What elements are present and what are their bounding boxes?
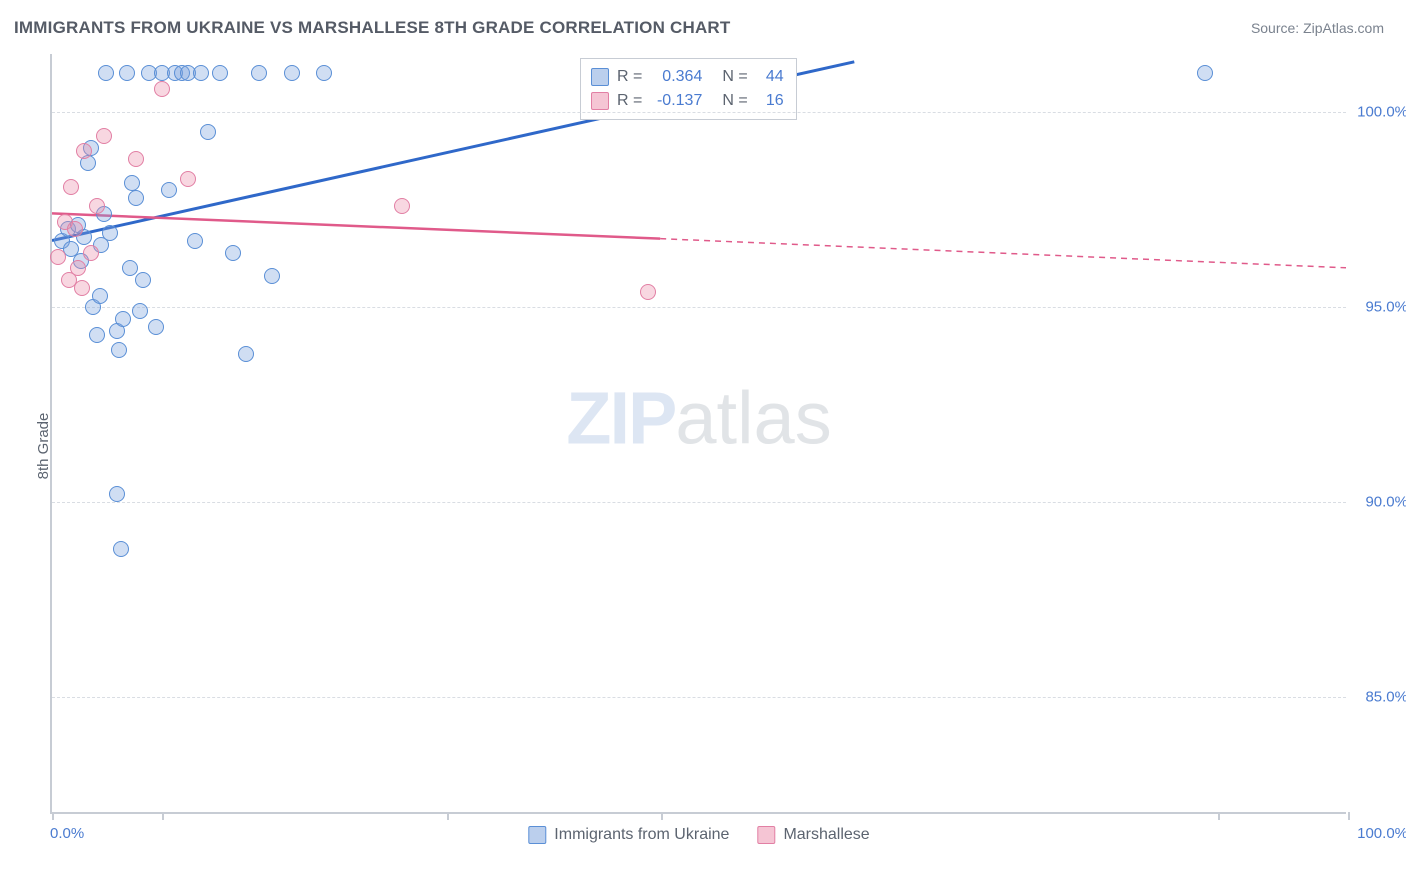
data-point-ukraine xyxy=(238,346,254,362)
data-point-marshallese xyxy=(89,198,105,214)
data-point-marshallese xyxy=(74,280,90,296)
trend-lines-svg xyxy=(52,54,1346,812)
r-label: R = xyxy=(617,68,642,86)
correlation-legend: R = 0.364 N = 44 R = -0.137 N = 16 xyxy=(580,58,797,120)
data-point-marshallese xyxy=(640,284,656,300)
x-tick xyxy=(1348,812,1350,820)
data-point-marshallese xyxy=(96,128,112,144)
y-tick-label: 90.0% xyxy=(1352,494,1406,511)
data-point-marshallese xyxy=(128,151,144,167)
data-point-marshallese xyxy=(394,198,410,214)
data-point-marshallese xyxy=(50,249,66,265)
data-point-ukraine xyxy=(132,303,148,319)
data-point-ukraine xyxy=(284,65,300,81)
data-point-marshallese xyxy=(70,260,86,276)
data-point-ukraine xyxy=(124,175,140,191)
source-prefix: Source: xyxy=(1251,20,1303,36)
swatch-ukraine xyxy=(591,68,609,86)
gridline xyxy=(52,307,1346,308)
gridline xyxy=(52,502,1346,503)
watermark: ZIPatlas xyxy=(566,375,831,460)
legend-label-ukraine: Immigrants from Ukraine xyxy=(554,826,729,844)
trend-line xyxy=(52,213,660,238)
legend-item-marshallese: Marshallese xyxy=(757,826,869,844)
watermark-atlas: atlas xyxy=(675,376,831,459)
data-point-ukraine xyxy=(109,486,125,502)
legend-label-marshallese: Marshallese xyxy=(783,826,869,844)
data-point-ukraine xyxy=(128,190,144,206)
data-point-ukraine xyxy=(135,272,151,288)
legend-swatch-ukraine xyxy=(528,826,546,844)
x-tick xyxy=(1218,812,1220,820)
chart-title: IMMIGRANTS FROM UKRAINE VS MARSHALLESE 8… xyxy=(14,18,731,38)
data-point-ukraine xyxy=(119,65,135,81)
legend-item-ukraine: Immigrants from Ukraine xyxy=(528,826,729,844)
data-point-ukraine xyxy=(316,65,332,81)
x-tick xyxy=(661,812,663,820)
data-point-ukraine xyxy=(89,327,105,343)
data-point-ukraine xyxy=(113,541,129,557)
data-point-ukraine xyxy=(115,311,131,327)
data-point-ukraine xyxy=(187,233,203,249)
data-point-marshallese xyxy=(76,143,92,159)
n-label-2: N = xyxy=(722,92,747,110)
y-tick-label: 85.0% xyxy=(1352,689,1406,706)
data-point-ukraine xyxy=(193,65,209,81)
x-tick-label-100: 100.0% xyxy=(1357,825,1406,842)
x-tick xyxy=(52,812,54,820)
data-point-ukraine xyxy=(92,288,108,304)
source-link[interactable]: ZipAtlas.com xyxy=(1303,20,1384,36)
gridline xyxy=(52,112,1346,113)
data-point-ukraine xyxy=(122,260,138,276)
data-point-ukraine xyxy=(225,245,241,261)
data-point-ukraine xyxy=(200,124,216,140)
data-point-ukraine xyxy=(1197,65,1213,81)
x-tick xyxy=(447,812,449,820)
x-tick xyxy=(162,812,164,820)
data-point-ukraine xyxy=(212,65,228,81)
trend-line xyxy=(660,239,1346,268)
y-tick-label: 100.0% xyxy=(1352,104,1406,121)
data-point-ukraine xyxy=(251,65,267,81)
legend-bottom: Immigrants from Ukraine Marshallese xyxy=(528,826,869,844)
n-value-marshallese: 16 xyxy=(756,92,784,110)
y-tick-label: 95.0% xyxy=(1352,299,1406,316)
n-value-ukraine: 44 xyxy=(756,68,784,86)
data-point-marshallese xyxy=(67,221,83,237)
r-value-marshallese: -0.137 xyxy=(650,92,702,110)
data-point-ukraine xyxy=(111,342,127,358)
data-point-ukraine xyxy=(148,319,164,335)
r-label-2: R = xyxy=(617,92,642,110)
swatch-marshallese xyxy=(591,92,609,110)
plot-area: ZIPatlas R = 0.364 N = 44 R = -0.137 N =… xyxy=(50,54,1346,814)
data-point-ukraine xyxy=(264,268,280,284)
data-point-marshallese xyxy=(180,171,196,187)
data-point-marshallese xyxy=(63,179,79,195)
data-point-ukraine xyxy=(98,65,114,81)
watermark-zip: ZIP xyxy=(566,376,675,459)
legend-swatch-marshallese xyxy=(757,826,775,844)
correlation-row-marshallese: R = -0.137 N = 16 xyxy=(591,89,784,113)
source-attribution: Source: ZipAtlas.com xyxy=(1251,20,1384,36)
data-point-marshallese xyxy=(154,81,170,97)
gridline xyxy=(52,697,1346,698)
r-value-ukraine: 0.364 xyxy=(650,68,702,86)
data-point-ukraine xyxy=(161,182,177,198)
data-point-marshallese xyxy=(83,245,99,261)
x-tick-label-0: 0.0% xyxy=(50,825,84,842)
data-point-ukraine xyxy=(102,225,118,241)
correlation-row-ukraine: R = 0.364 N = 44 xyxy=(591,65,784,89)
n-label: N = xyxy=(722,68,747,86)
